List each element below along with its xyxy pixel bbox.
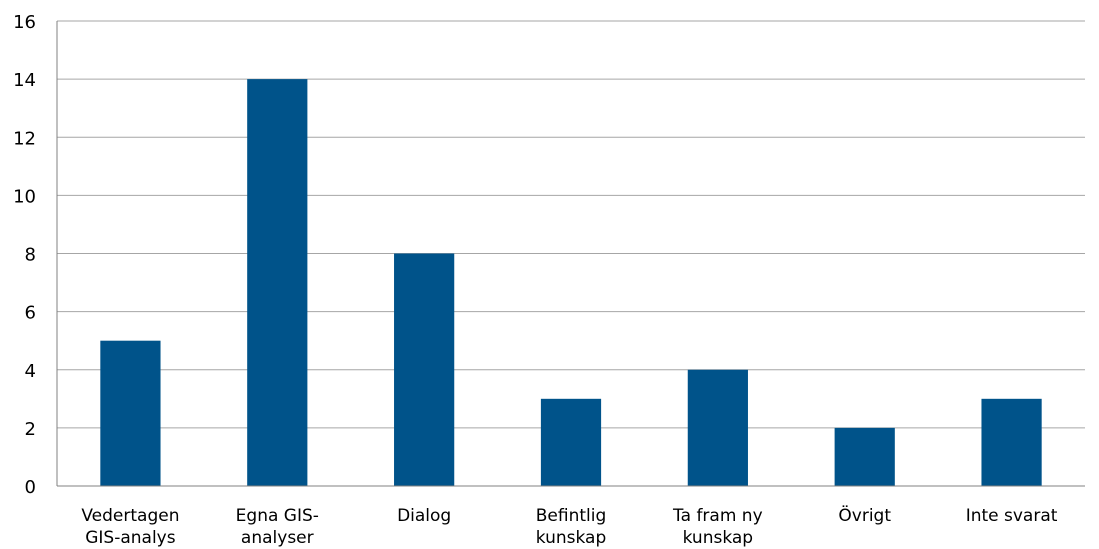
axes <box>56 21 1085 487</box>
bars <box>100 79 1042 486</box>
x-category-label: Övrigt <box>838 504 891 526</box>
y-tick-label: 8 <box>25 245 36 266</box>
x-category-label-line: Dialog <box>397 506 451 526</box>
x-category-label: Ta fram ny kunskap <box>672 506 763 548</box>
x-category-label-line: analyser <box>241 528 314 548</box>
bar <box>394 253 455 486</box>
bar <box>247 79 308 486</box>
bar <box>981 398 1042 486</box>
y-tick-label: 4 <box>25 361 36 382</box>
y-tick-label: 12 <box>13 128 36 149</box>
y-tick-label: 14 <box>13 70 36 91</box>
bar <box>540 398 602 486</box>
x-category-label-line: kunskap <box>683 528 753 548</box>
x-category-label-line: Inte svarat <box>966 506 1058 526</box>
x-category-label-line: Övrigt <box>838 504 891 526</box>
bar <box>100 340 161 486</box>
x-category-label-line: kunskap <box>536 528 606 548</box>
x-category-label-line: GIS-analys <box>85 528 176 548</box>
y-tick-label: 16 <box>13 12 36 33</box>
x-category-labels: Vedertagen GIS-analys Egna GIS-analyser Dia… <box>81 504 1057 548</box>
x-category-label: Dialog <box>397 506 451 526</box>
gridlines <box>57 20 1085 429</box>
y-tick-label: 2 <box>25 419 36 440</box>
y-tick-label: 6 <box>25 303 36 324</box>
x-category-label: Egna GIS-analyser <box>236 506 319 548</box>
x-category-label-line: Egna GIS- <box>236 506 319 526</box>
y-tick-label: 0 <box>25 477 36 498</box>
x-category-label: Befintlig kunskap <box>536 506 607 548</box>
x-category-label-line: Vedertagen <box>81 506 179 526</box>
x-category-label-line: Befintlig <box>536 506 607 526</box>
x-category-label-line: Ta fram ny <box>672 506 763 526</box>
x-category-label: Vedertagen GIS-analys <box>81 506 179 548</box>
y-tick-labels: 0 2 4 6 8 10 12 14 16 <box>13 12 36 498</box>
x-category-label: Inte svarat <box>966 506 1058 526</box>
y-tick-label: 10 <box>13 186 36 207</box>
bar <box>687 369 748 486</box>
bar <box>834 427 895 486</box>
